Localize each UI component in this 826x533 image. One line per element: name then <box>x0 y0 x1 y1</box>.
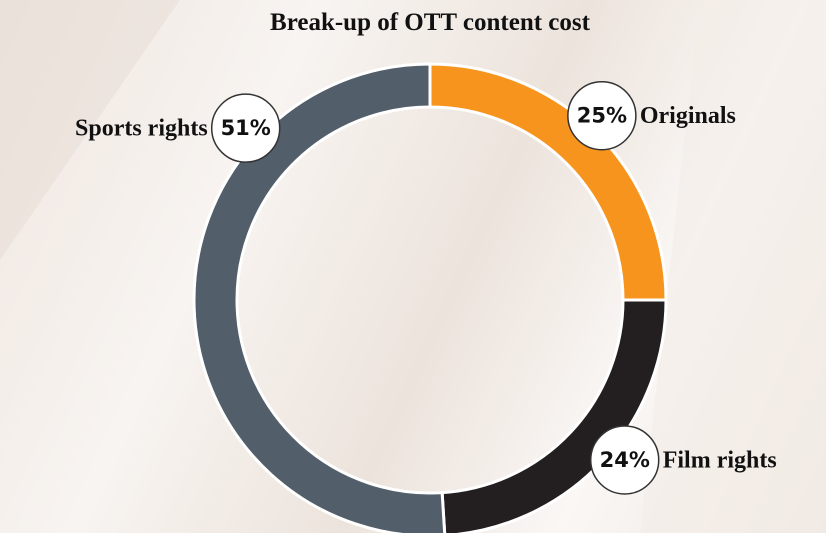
category-label: Originals <box>640 103 736 129</box>
donut-segment <box>192 62 447 533</box>
category-label: Sports rights <box>75 116 208 142</box>
donut-segment <box>440 298 668 533</box>
category-label: Film rights <box>663 447 777 473</box>
background-shape <box>0 0 180 260</box>
label-badge <box>567 80 637 151</box>
label-badge <box>210 93 281 163</box>
chart-title: Break-up of OTT content cost <box>270 9 591 36</box>
value-label: 51% <box>221 116 271 140</box>
label-badge <box>589 425 660 495</box>
value-label: 24% <box>600 448 650 472</box>
value-label: 25% <box>577 104 627 128</box>
donut <box>192 62 668 533</box>
background-shape <box>640 0 826 533</box>
labels: 25% Originals 24% Film rights 51% Sports righ… <box>75 80 777 495</box>
